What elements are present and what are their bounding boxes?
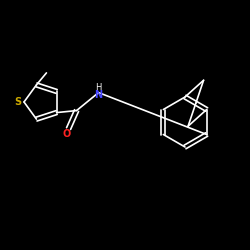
Text: S: S (14, 97, 21, 107)
Text: H: H (95, 83, 102, 92)
Text: O: O (62, 128, 71, 138)
Text: N: N (94, 90, 102, 100)
